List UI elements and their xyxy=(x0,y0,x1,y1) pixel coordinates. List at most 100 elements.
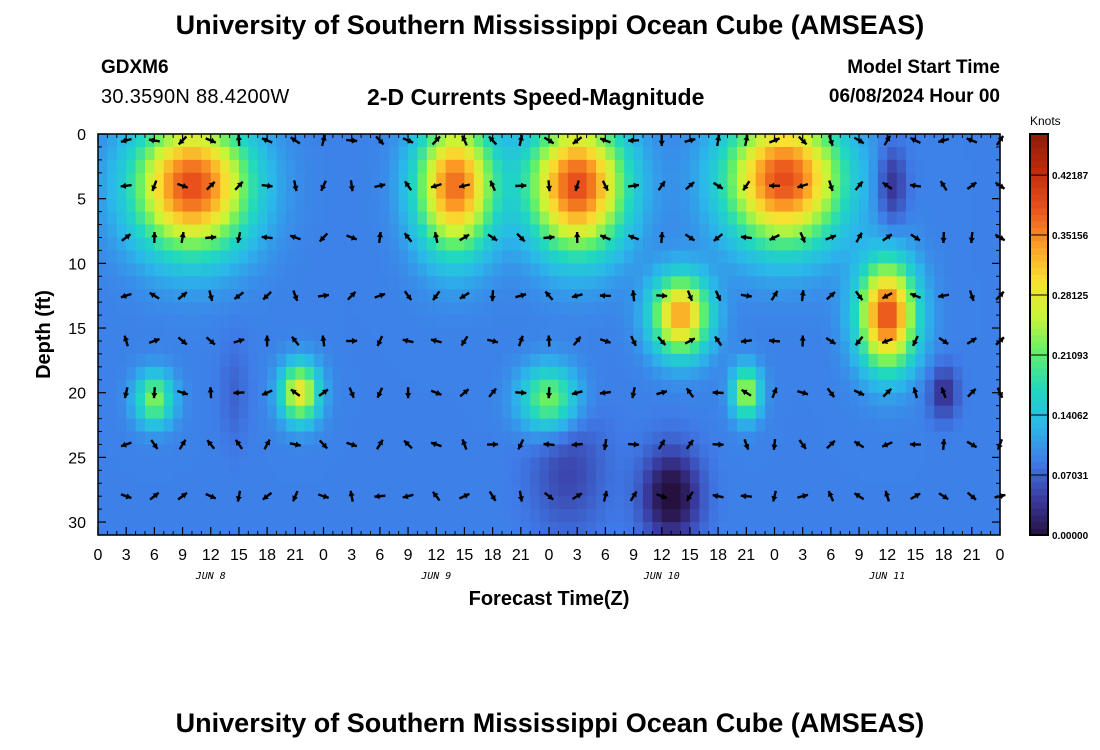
current-arrow xyxy=(405,387,412,399)
heat-cell xyxy=(361,302,372,316)
heat-cell xyxy=(689,328,700,342)
heat-cell xyxy=(943,134,954,148)
heat-cell xyxy=(953,302,964,316)
heat-cell xyxy=(220,340,231,355)
heat-cell xyxy=(567,250,578,264)
heat-cell xyxy=(483,379,494,394)
heat-cell xyxy=(379,431,390,446)
heat-cell xyxy=(276,496,287,510)
arrow-head xyxy=(687,440,694,446)
heat-cell xyxy=(492,237,503,252)
heat-cell xyxy=(116,418,127,433)
heat-cell xyxy=(332,276,343,290)
heat-cell xyxy=(549,224,559,239)
heat-cell xyxy=(943,444,954,458)
current-arrow xyxy=(571,389,583,396)
heat-cell xyxy=(116,366,127,381)
current-arrow xyxy=(657,439,666,450)
heat-cell xyxy=(877,457,888,471)
heat-cell xyxy=(849,302,860,316)
heat-cell xyxy=(379,379,390,394)
heat-cell xyxy=(652,366,663,381)
arrow-head xyxy=(882,293,889,299)
heat-cell xyxy=(107,250,118,264)
heat-cell xyxy=(135,289,146,303)
heat-cell xyxy=(962,263,973,277)
heat-cell xyxy=(699,509,710,523)
heat-cell xyxy=(746,340,757,355)
heat-cell xyxy=(586,418,597,433)
heat-cell xyxy=(389,392,400,407)
heat-cell xyxy=(812,496,823,510)
current-arrow xyxy=(488,490,497,502)
heat-cell xyxy=(652,315,663,329)
heat-cell xyxy=(953,522,964,536)
heat-cell xyxy=(981,522,992,536)
heat-cell xyxy=(755,431,766,446)
heat-cell xyxy=(520,302,531,316)
heat-cell xyxy=(821,276,832,290)
heat-cell xyxy=(408,366,419,381)
heat-cell xyxy=(126,379,137,394)
heat-cell xyxy=(877,302,888,316)
heat-cell xyxy=(671,431,682,446)
heat-cell xyxy=(689,250,700,264)
heat-cell xyxy=(887,483,898,497)
heat-cell xyxy=(821,470,832,484)
heat-cell xyxy=(229,522,240,536)
heat-cell xyxy=(924,211,935,226)
heat-cell xyxy=(182,431,193,446)
heat-cell xyxy=(257,198,268,213)
heat-cell xyxy=(107,340,118,355)
heat-cell xyxy=(558,431,569,446)
heat-cell xyxy=(464,496,475,510)
heat-cell xyxy=(802,483,813,497)
heat-cell xyxy=(511,340,522,355)
heat-cell xyxy=(163,237,174,252)
heat-cell xyxy=(746,496,757,510)
heat-cell xyxy=(981,444,992,458)
heat-cell xyxy=(755,522,766,536)
heat-cell xyxy=(248,198,259,213)
heat-cell xyxy=(229,289,240,303)
heat-cell xyxy=(783,457,794,471)
heat-cell xyxy=(539,509,550,523)
heat-cell xyxy=(755,418,766,433)
heat-cell xyxy=(520,159,531,174)
heat-cell xyxy=(783,418,794,433)
heat-cell xyxy=(257,146,268,161)
current-arrow xyxy=(574,180,580,192)
heat-cell xyxy=(567,302,578,316)
heat-cell xyxy=(116,431,127,446)
heat-cell xyxy=(370,405,381,420)
heat-cell xyxy=(577,289,588,303)
heat-cell xyxy=(830,483,841,497)
heat-cell xyxy=(530,211,541,226)
heat-cell xyxy=(520,340,531,355)
current-arrow xyxy=(602,490,609,502)
heat-cell xyxy=(614,172,625,187)
heat-cell xyxy=(595,134,606,148)
heat-cell xyxy=(577,405,588,420)
arrow-head xyxy=(828,139,834,146)
heat-cell xyxy=(530,418,541,433)
current-arrow xyxy=(320,335,327,347)
heat-cell xyxy=(361,289,372,303)
heat-cell xyxy=(896,159,907,174)
heat-cell xyxy=(642,509,653,523)
colorbar-label: Knots xyxy=(1030,114,1061,128)
heat-cell xyxy=(173,315,184,329)
heat-cell xyxy=(680,418,691,433)
heat-cell xyxy=(812,237,823,252)
heat-cell xyxy=(830,289,841,303)
heat-cell xyxy=(455,379,466,394)
heat-cell xyxy=(220,315,231,329)
heat-cell xyxy=(971,509,982,523)
heat-cell xyxy=(154,263,165,277)
heat-cell xyxy=(220,418,231,433)
heat-cell xyxy=(765,263,776,277)
arrow-head xyxy=(180,338,187,345)
current-arrow xyxy=(348,387,355,399)
current-arrow xyxy=(769,233,780,241)
heat-cell xyxy=(990,211,1001,226)
